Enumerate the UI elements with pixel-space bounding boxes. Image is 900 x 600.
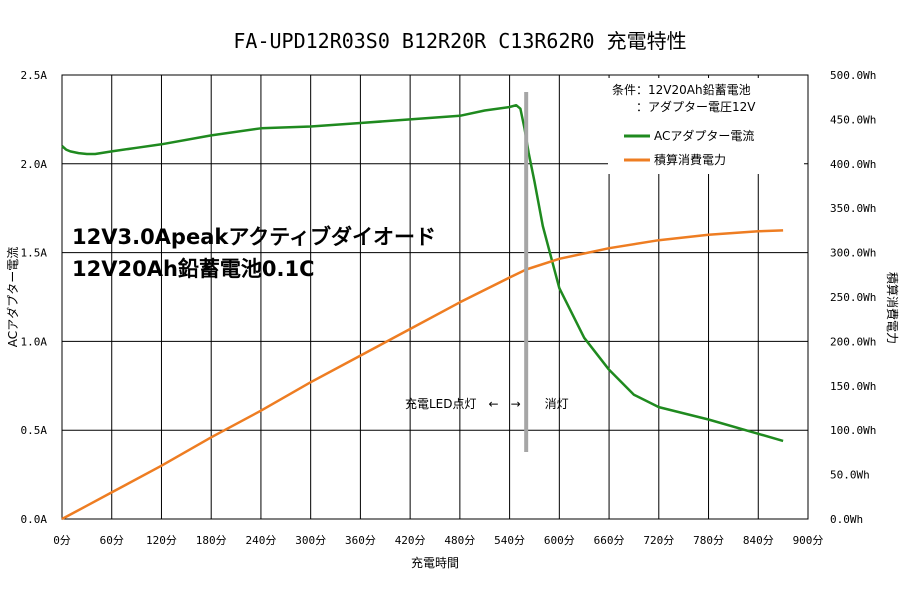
legend-condition-2: ：アダプター電圧12V <box>636 99 756 114</box>
x-tick-label: 600分 <box>544 534 575 547</box>
y-right-tick-labels: 0.0Wh 50.0Wh 100.0Wh 150.0Wh 200.0Wh 250.0Wh 3… <box>830 69 876 526</box>
x-tick-label: 780分 <box>693 534 724 547</box>
x-tick-label: 480分 <box>444 534 475 547</box>
x-tick-label: 300分 <box>295 534 326 547</box>
x-tick-labels: 0分 60分 120分 180分 240分 300分 360分 420分 480分 540分 600… <box>53 534 823 547</box>
legend-background <box>608 78 804 174</box>
y-left-tick-label: 0.0A <box>21 513 48 526</box>
legend-condition-1: 条件：12V20Ah鉛蓄電池 <box>612 83 751 97</box>
y-left-tick-label: 1.0A <box>21 335 48 348</box>
x-tick-label: 240分 <box>245 534 276 547</box>
y-left-tick-label: 0.5A <box>21 424 48 437</box>
y-right-axis-label: 積算消費電力 <box>885 272 900 344</box>
y-left-tick-label: 2.0A <box>21 158 48 171</box>
y-right-tick-label: 450.0Wh <box>830 113 876 126</box>
overlay-text-line2: 12V20Ah鉛蓄電池0.1C <box>72 257 315 281</box>
y-left-tick-label: 2.5A <box>21 69 48 82</box>
series-line-cumulative-energy <box>61 229 784 521</box>
legend-label-current: ACアダプター電流 <box>654 128 754 143</box>
y-right-tick-label: 50.0Wh <box>830 469 870 482</box>
y-right-tick-label: 300.0Wh <box>830 247 876 260</box>
overlay-text-line1: 12V3.0Apeakアクティブダイオード <box>72 225 436 249</box>
x-tick-label: 840分 <box>743 534 774 547</box>
y-left-axis-label: ACアダプター電流 <box>5 247 20 347</box>
legend: 条件：12V20Ah鉛蓄電池 ：アダプター電圧12V ACアダプター電流 積算消… <box>608 78 804 174</box>
series-lines <box>61 103 784 521</box>
x-tick-label: 0分 <box>53 534 71 547</box>
x-axis-label: 充電時間 <box>411 555 459 570</box>
x-tick-label: 660分 <box>594 534 625 547</box>
legend-label-energy: 積算消費電力 <box>654 152 726 167</box>
chart-title: FA-UPD12R03S0 B12R20R C13R62R0 充電特性 <box>233 29 686 53</box>
y-left-tick-label: 1.5A <box>21 247 48 260</box>
x-tick-label: 60分 <box>100 534 124 547</box>
x-tick-label: 420分 <box>395 534 426 547</box>
y-right-tick-label: 200.0Wh <box>830 335 876 348</box>
y-right-tick-label: 500.0Wh <box>830 69 876 82</box>
series-line-adapter-current <box>61 103 784 443</box>
y-right-tick-label: 150.0Wh <box>830 380 876 393</box>
y-right-tick-label: 250.0Wh <box>830 291 876 304</box>
x-tick-label: 720分 <box>643 534 674 547</box>
x-tick-label: 360分 <box>345 534 376 547</box>
plot-frame <box>61 74 809 520</box>
y-right-tick-label: 100.0Wh <box>830 424 876 437</box>
y-right-tick-label: 350.0Wh <box>830 202 876 215</box>
x-tick-label: 180分 <box>196 534 227 547</box>
x-tick-label: 900分 <box>793 534 824 547</box>
x-tick-label: 540分 <box>494 534 525 547</box>
y-left-tick-labels: 0.0A 0.5A 1.0A 1.5A 2.0A 2.5A <box>21 69 48 526</box>
led-annotation: 充電LED点灯 ← → 消灯 <box>405 396 569 411</box>
y-right-tick-label: 400.0Wh <box>830 158 876 171</box>
x-tick-label: 120分 <box>146 534 177 547</box>
y-right-tick-label: 0.0Wh <box>830 513 863 526</box>
